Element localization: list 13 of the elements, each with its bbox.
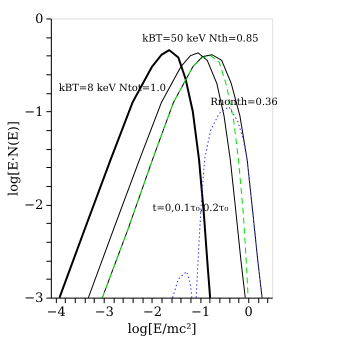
x-tick-label: 0 (244, 305, 253, 320)
y-tick-label: −1 (24, 104, 44, 120)
x-tick-label: −3 (94, 305, 114, 320)
y-tick-label: −3 (24, 291, 44, 306)
x-tick-label: −2 (142, 305, 162, 320)
y-axis-title: log[E·N(E)] (6, 121, 22, 196)
annotation: kBT=50 keV Nth=0.85 (142, 33, 259, 44)
x-tick-label: −1 (190, 305, 210, 320)
x-axis-title: log[E/mc²] (128, 322, 196, 338)
x-tick-label: −4 (46, 305, 66, 320)
y-tick-label: 0 (35, 12, 44, 27)
line-series (172, 271, 192, 298)
y-tick-label: −2 (24, 198, 44, 214)
